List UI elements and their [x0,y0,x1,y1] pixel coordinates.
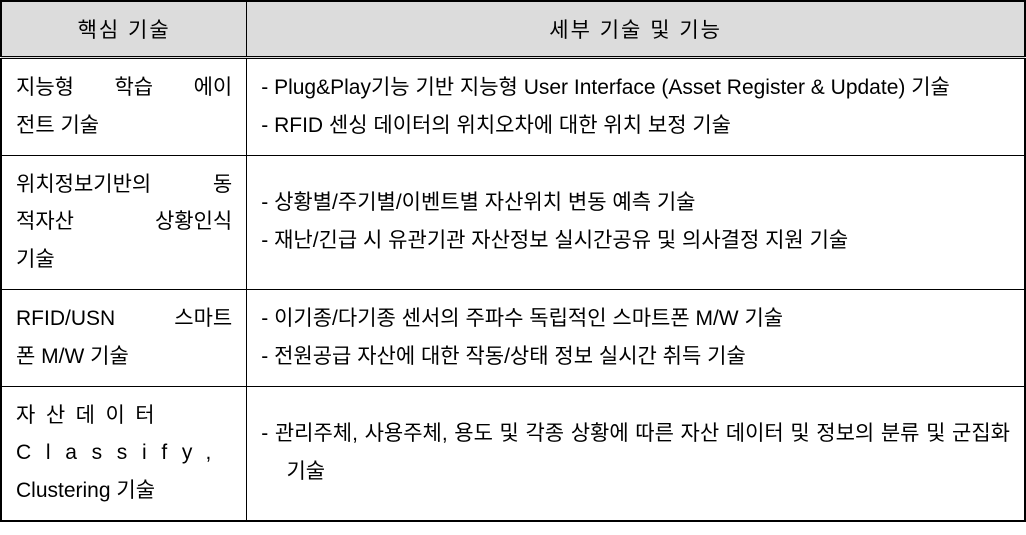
table-header-row: 핵심 기술 세부 기술 및 기능 [1,1,1025,58]
core-tech-cell: 자산데이터 Classify, Clustering 기술 [1,386,247,521]
core-line: 위치정보기반의 동 [16,166,232,204]
core-line: 전트 기술 [16,107,232,145]
header-core-tech: 핵심 기술 [1,1,247,58]
detail-item: - 관리주체, 사용주체, 용도 및 각종 상황에 따른 자산 데이터 및 정보… [261,415,1010,491]
core-line: 폰 M/W 기술 [16,338,232,376]
table-row: 위치정보기반의 동 적자산 상황인식 기술 - 상황별/주기별/이벤트별 자산위… [1,155,1025,289]
detail-cell: - 상황별/주기별/이벤트별 자산위치 변동 예측 기술 - 재난/긴급 시 유… [247,155,1025,289]
detail-item: - 재난/긴급 시 유관기관 자산정보 실시간공유 및 의사결정 지원 기술 [261,222,1010,260]
detail-item: - 전원공급 자산에 대한 작동/상태 정보 실시간 취득 기술 [261,338,1010,376]
detail-item: - 상황별/주기별/이벤트별 자산위치 변동 예측 기술 [261,184,1010,222]
detail-cell: - 관리주체, 사용주체, 용도 및 각종 상황에 따른 자산 데이터 및 정보… [247,386,1025,521]
core-line: RFID/USN 스마트 [16,300,232,338]
core-tech-cell: RFID/USN 스마트 폰 M/W 기술 [1,289,247,386]
table-row: 지능형 학습 에이 전트 기술 - Plug&Play기능 기반 지능형 Use… [1,58,1025,156]
core-line: 자산데이터 [16,397,232,435]
detail-item: - RFID 센싱 데이터의 위치오차에 대한 위치 보정 기술 [261,107,1010,145]
core-line: Clustering 기술 [16,472,232,510]
core-line: Classify, [16,434,232,472]
detail-item: - Plug&Play기능 기반 지능형 User Interface (Ass… [261,69,1010,107]
core-line: 기술 [16,241,232,279]
core-line: 적자산 상황인식 [16,203,232,241]
table-row: 자산데이터 Classify, Clustering 기술 - 관리주체, 사용… [1,386,1025,521]
core-line: 지능형 학습 에이 [16,69,232,107]
detail-cell: - Plug&Play기능 기반 지능형 User Interface (Ass… [247,58,1025,156]
core-tech-cell: 위치정보기반의 동 적자산 상황인식 기술 [1,155,247,289]
core-tech-cell: 지능형 학습 에이 전트 기술 [1,58,247,156]
detail-cell: - 이기종/다기종 센서의 주파수 독립적인 스마트폰 M/W 기술 - 전원공… [247,289,1025,386]
detail-item: - 이기종/다기종 센서의 주파수 독립적인 스마트폰 M/W 기술 [261,300,1010,338]
header-detail-tech: 세부 기술 및 기능 [247,1,1025,58]
table-row: RFID/USN 스마트 폰 M/W 기술 - 이기종/다기종 센서의 주파수 … [1,289,1025,386]
tech-table: 핵심 기술 세부 기술 및 기능 지능형 학습 에이 전트 기술 - Plug&… [0,0,1026,522]
